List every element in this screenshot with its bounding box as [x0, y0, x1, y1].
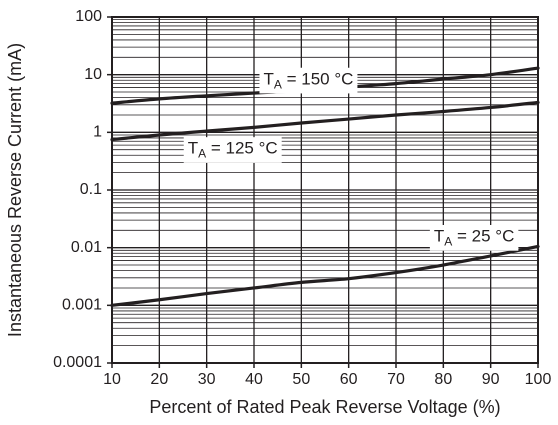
series-line-2	[110, 100, 540, 142]
axis-layer: 0.0001 0.001 0.01 0.1 1 10 100 10 20 30 40 50 60 70 80…	[5, 8, 551, 417]
x-tick-label: 20	[150, 371, 168, 388]
x-tick-label: 70	[387, 371, 405, 388]
y-tick-label: 10	[84, 66, 102, 83]
x-tick-label: 40	[245, 371, 263, 388]
x-tick-label: 90	[482, 371, 500, 388]
curve-label-2: TA = 125 °C	[183, 137, 282, 163]
curve-label-text: TA = 125 °C	[188, 139, 278, 161]
curve-label-3: TA = 25 °C	[429, 224, 519, 251]
curve-label-1: TA = 150 °C	[259, 67, 358, 94]
series-line-3	[110, 244, 540, 307]
curve-label-background	[429, 224, 519, 251]
x-axis-title: Percent of Rated Peak Reverse Voltage (%…	[149, 397, 500, 417]
y-tick-label: 0.001	[62, 297, 102, 314]
label-layer: TA = 150 °C TA = 125 °C TA = 25 °C	[183, 67, 519, 251]
x-tick-label: 10	[103, 371, 121, 388]
y-tick-label: 0.1	[80, 181, 102, 198]
y-tick-label: 1	[93, 124, 102, 141]
x-tick-label: 100	[525, 371, 552, 388]
curve-label-background	[259, 67, 358, 94]
curve-label-text: TA = 150 °C	[263, 70, 353, 92]
curve-layer	[110, 66, 540, 307]
curve-label-text: TA = 25 °C	[434, 227, 515, 249]
y-tick-label: 0.01	[71, 239, 102, 256]
x-tick-label: 30	[198, 371, 216, 388]
y-tick-label: 100	[75, 8, 102, 25]
curve-label-background	[183, 137, 282, 163]
y-axis-title: Instantaneous Reverse Current (mA)	[5, 43, 25, 337]
x-tick-label: 60	[340, 371, 358, 388]
x-tick-label: 50	[292, 371, 310, 388]
y-tick-label: 0.0001	[53, 354, 102, 371]
x-tick-label: 80	[434, 371, 452, 388]
